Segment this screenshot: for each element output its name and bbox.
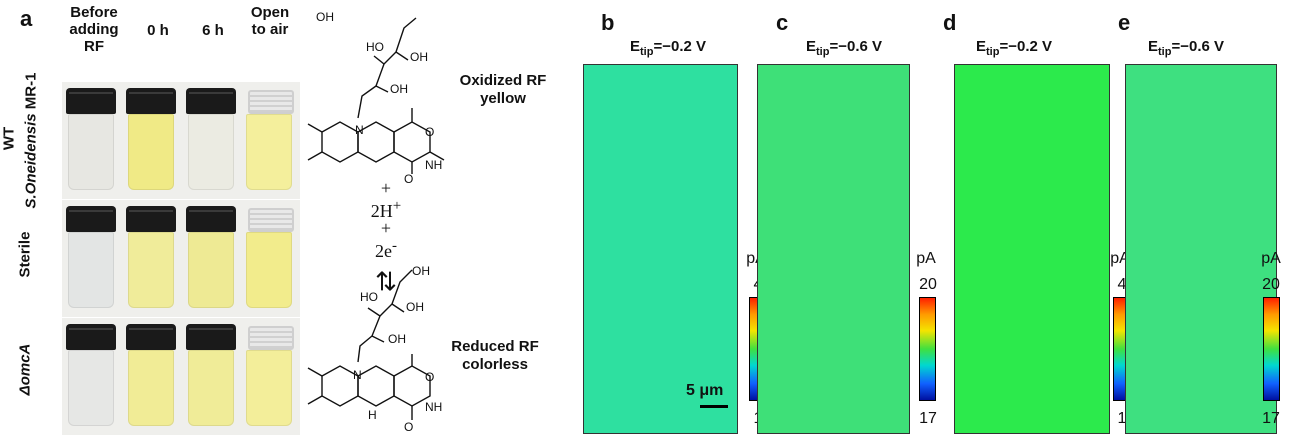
panel-b-letter: b	[601, 10, 615, 35]
panel-e-letter: e	[1118, 10, 1131, 35]
column-0h: 0 h	[147, 22, 169, 39]
vial	[66, 324, 116, 428]
riboflavin-structures	[307, 17, 445, 420]
panel-a-letter: a	[20, 6, 33, 31]
vial-open	[244, 88, 294, 192]
vial	[126, 324, 176, 428]
atom-o: O	[404, 172, 414, 186]
current-map-b	[583, 64, 738, 434]
reduced-rf-label: Reduced RF colorless	[451, 338, 539, 373]
column-before: Before adding RF	[69, 4, 119, 55]
atom-oh: OH	[316, 10, 334, 24]
atom-o: O	[425, 370, 435, 384]
current-map-e	[1125, 64, 1277, 434]
colorbar-e	[1263, 297, 1280, 401]
atom-ho: HO	[360, 290, 378, 304]
atom-oh: OH	[406, 300, 424, 314]
colorbar-unit-e: pA	[1261, 250, 1281, 267]
plus-sign: +	[380, 218, 392, 238]
etip-label-e: Etip=−0.6 V	[1148, 38, 1225, 58]
atom-n: N	[355, 123, 364, 137]
vial-photo-row-domca	[62, 318, 300, 435]
atom-nh: NH	[425, 400, 443, 414]
oxidized-rf-label: Oxidized RF yellow	[459, 72, 547, 107]
vial-open	[244, 324, 294, 428]
column-6h: 6 h	[202, 22, 224, 39]
etip-label-d: Etip=−0.2 V	[976, 38, 1053, 58]
colorbar-unit-d: pA	[1110, 250, 1130, 267]
colorbar-max-c: 20	[919, 276, 937, 293]
colorbar-min-e: 17	[1262, 410, 1280, 427]
atom-o: O	[404, 420, 414, 434]
atom-oh: OH	[412, 264, 430, 278]
row-label-domca: ΔomcA	[16, 343, 34, 396]
atom-ho: HO	[366, 40, 384, 54]
electrons: 2e-	[375, 238, 397, 261]
current-map-c	[757, 64, 910, 434]
vial	[186, 324, 236, 428]
etip-label-c: Etip=−0.6 V	[806, 38, 883, 58]
column-open-to-air: Open to air	[250, 4, 290, 38]
atom-oh: OH	[390, 82, 408, 96]
colorbar-min-c: 17	[919, 410, 937, 427]
atom-nh: NH	[425, 158, 443, 172]
vial	[126, 206, 176, 310]
vial-photo-row-wt	[62, 82, 300, 199]
current-map-d	[954, 64, 1110, 434]
colorbar-unit-c: pA	[916, 250, 936, 267]
vial	[66, 206, 116, 310]
row-label-sterile: Sterile	[16, 231, 34, 278]
protons: 2H+	[370, 198, 402, 221]
atom-oh: OH	[410, 50, 428, 64]
vial	[66, 88, 116, 192]
plus-sign: +	[380, 178, 392, 198]
colorbar-min-d: 1	[1117, 410, 1127, 427]
row-label-wt: WT	[0, 126, 18, 151]
panel-d-letter: d	[943, 10, 957, 35]
panel-c-letter: c	[776, 10, 789, 35]
scale-bar-label: 5 μm	[686, 382, 724, 399]
atom-h: H	[368, 408, 377, 422]
vial-photo-row-sterile	[62, 200, 300, 317]
vial-open	[244, 206, 294, 310]
colorbar-c	[919, 297, 936, 401]
atom-n: N	[353, 368, 362, 382]
colorbar-max-e: 20	[1262, 276, 1280, 293]
atom-oh: OH	[388, 332, 406, 346]
vial	[186, 206, 236, 310]
colorbar-max-d: 4	[1117, 276, 1127, 293]
vial	[126, 88, 176, 192]
scale-bar	[700, 405, 728, 408]
atom-o: O	[425, 125, 435, 139]
vial	[186, 88, 236, 192]
etip-label-b: Etip=−0.2 V	[630, 38, 707, 58]
row-label-species: S.Oneidensis MR-1	[22, 72, 40, 209]
